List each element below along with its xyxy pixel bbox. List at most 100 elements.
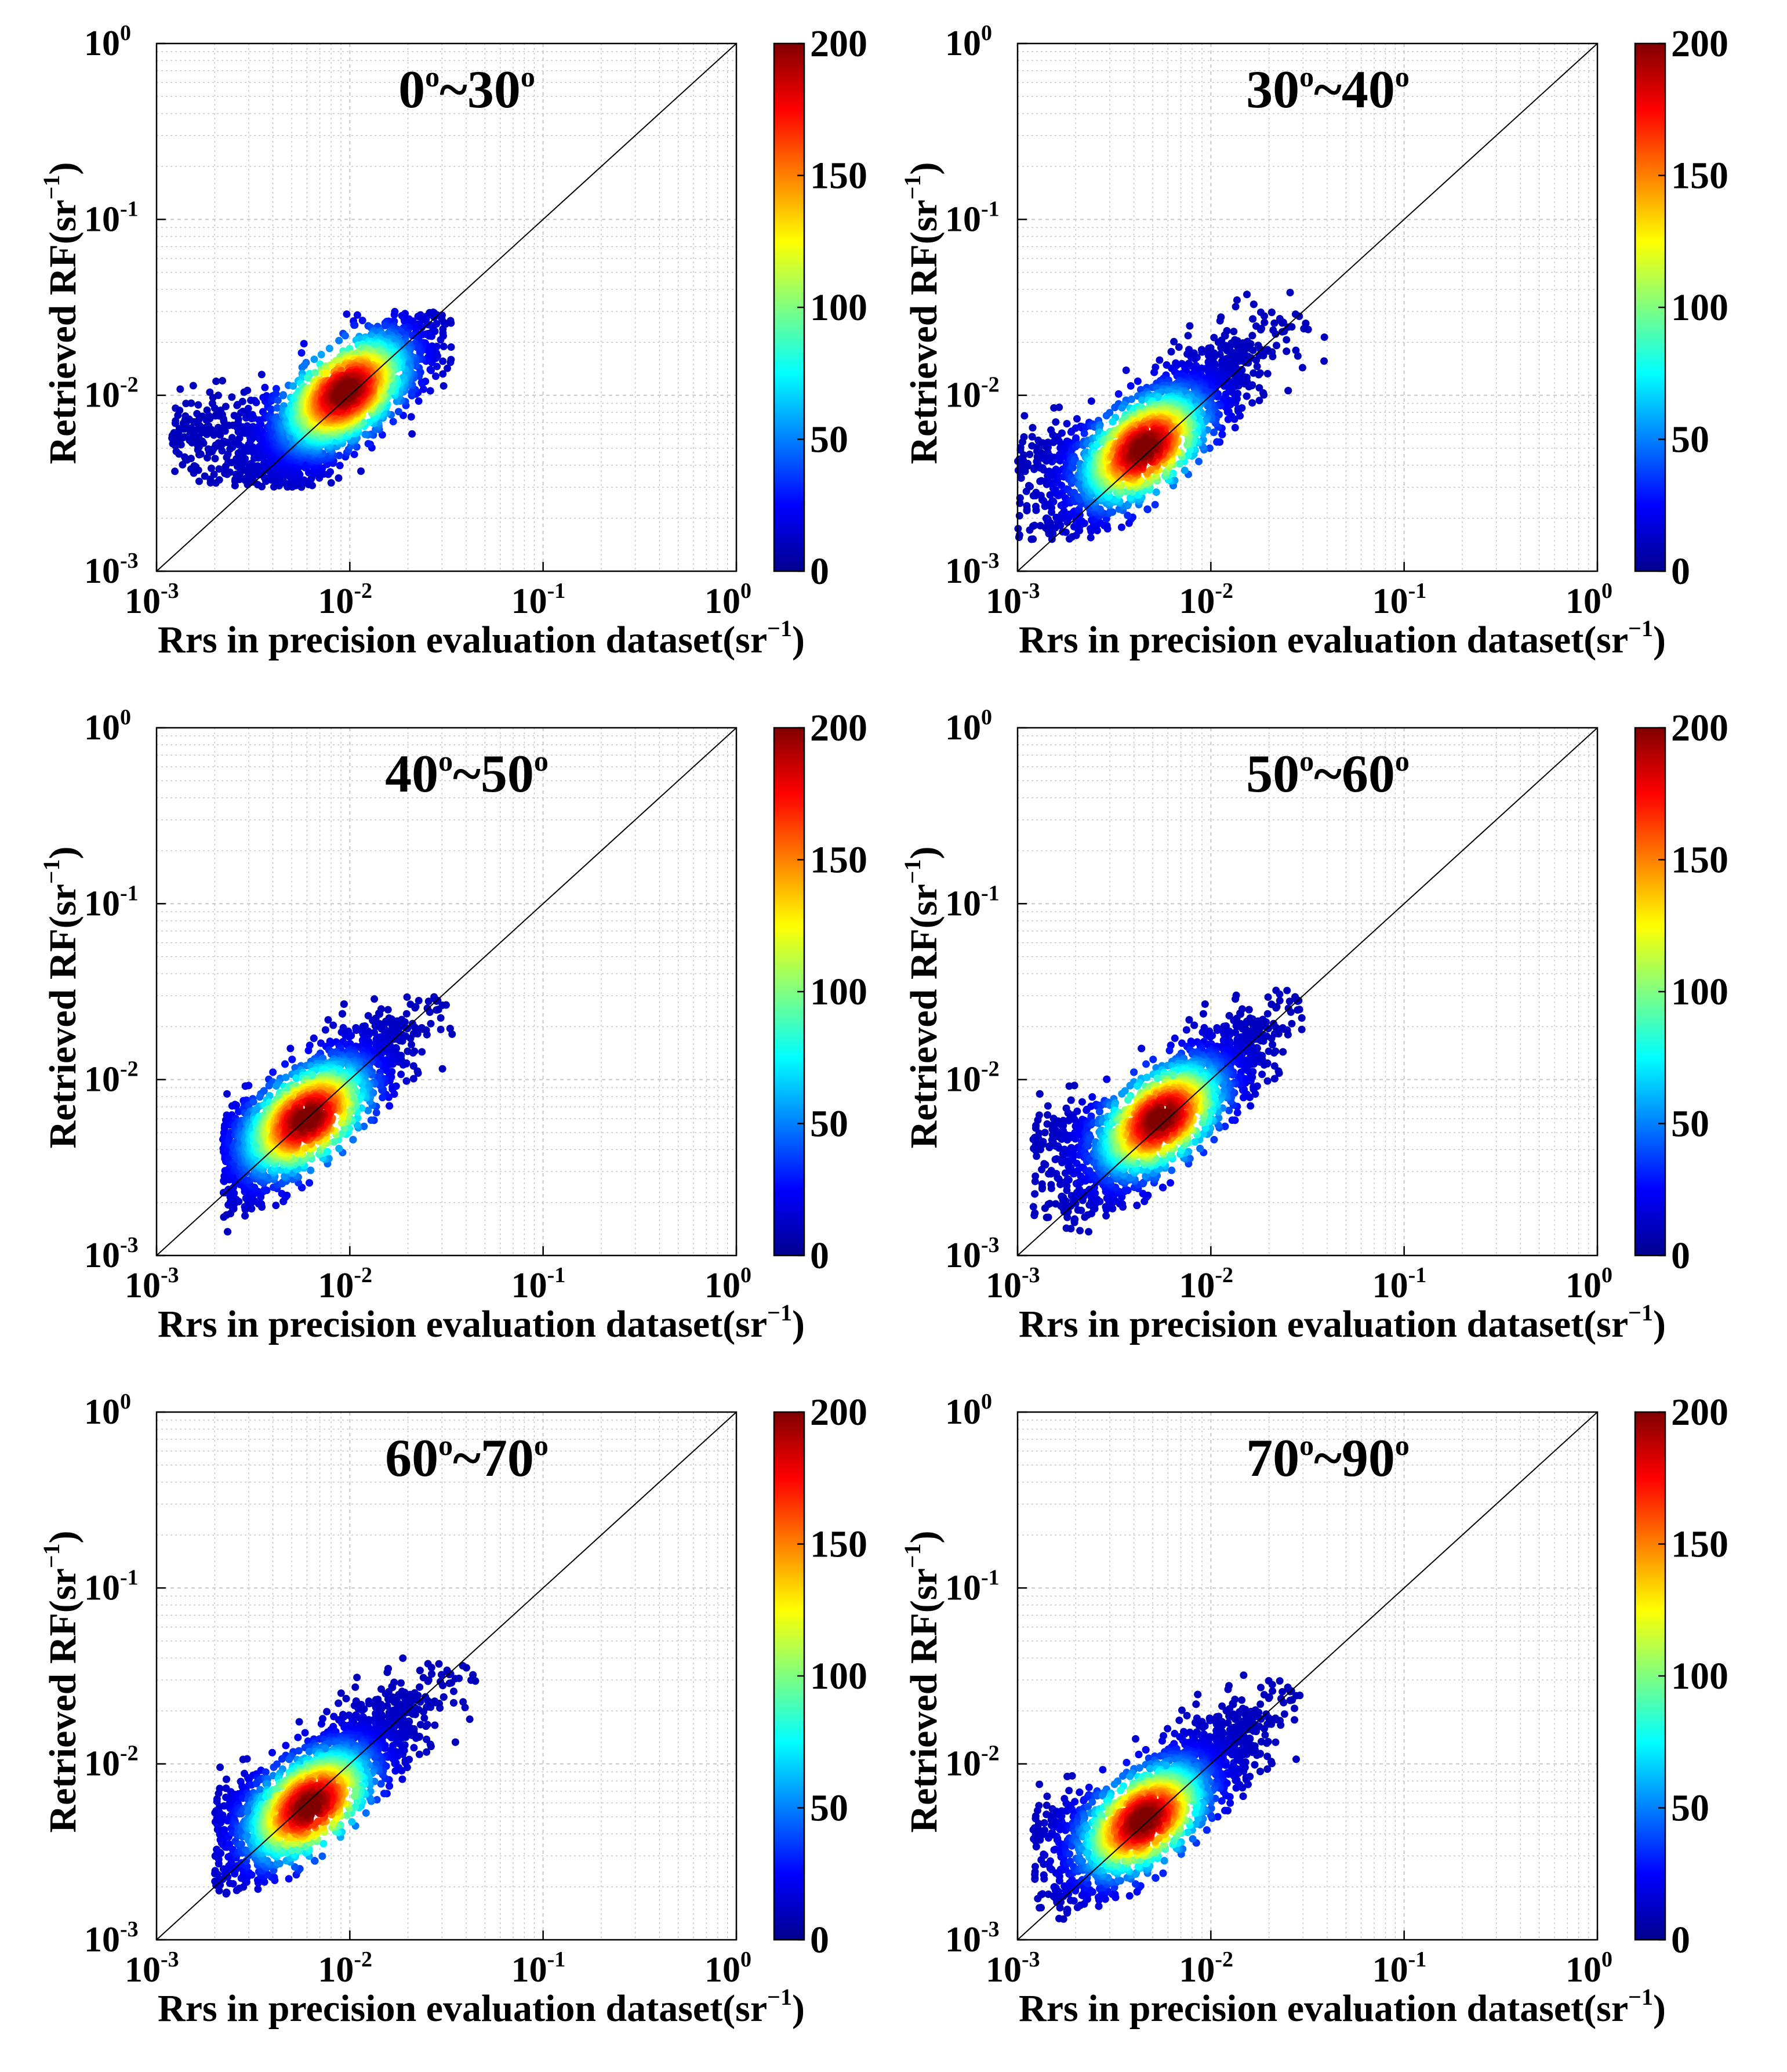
scatter-point — [1250, 369, 1258, 377]
scatter-point — [447, 343, 455, 351]
scatter-point — [1320, 357, 1328, 365]
scatter-point — [1224, 415, 1232, 423]
scatter-point — [1256, 326, 1265, 334]
scatter-point — [439, 370, 447, 378]
y-tick-label: 10-1 — [84, 197, 139, 239]
scatter-point — [439, 357, 447, 365]
scatter-point — [415, 397, 423, 405]
scatter-point — [440, 318, 448, 326]
scatter-point — [1151, 500, 1159, 509]
scatter-point — [1284, 387, 1292, 395]
tick-exponent: -2 — [120, 373, 139, 397]
scatter-point — [335, 336, 343, 344]
scatter-point — [1063, 420, 1071, 428]
x-axis-label-exponent: −1 — [767, 615, 792, 641]
scatter-point — [1029, 535, 1037, 543]
scatter-point — [446, 358, 455, 366]
scatter-point — [211, 455, 219, 463]
scatter-point — [194, 401, 202, 409]
tick-exponent: -1 — [547, 579, 566, 603]
scatter-point — [1267, 309, 1276, 317]
scatter-point — [1114, 390, 1123, 398]
y-axis-label-exponent: −1 — [38, 175, 64, 199]
scatter-point — [171, 419, 179, 427]
scatter-point — [1243, 392, 1251, 400]
scatter-point — [244, 386, 252, 394]
scatter-point — [1186, 322, 1194, 330]
scatter-point — [1102, 412, 1110, 420]
scatter-point — [257, 371, 266, 379]
scatter-point — [1233, 296, 1241, 304]
scatter-points — [168, 307, 455, 491]
scatter-point — [171, 467, 179, 476]
scatter-point — [357, 467, 365, 475]
scatter-point — [335, 474, 343, 482]
scatter-point — [1213, 438, 1221, 446]
scatter-point — [1138, 396, 1146, 404]
scatter-point — [440, 342, 448, 350]
tick-exponent: -3 — [120, 549, 139, 573]
tick-exponent: -1 — [120, 197, 139, 221]
scatter-point — [279, 391, 287, 400]
tick-exponent: 0 — [120, 21, 131, 45]
scatter-point — [1300, 325, 1308, 333]
scatter-point — [1020, 412, 1029, 420]
tick-base: 10 — [84, 24, 120, 63]
scatter-point — [176, 407, 184, 415]
scatter-point — [194, 466, 202, 474]
scatter-point — [341, 332, 349, 340]
scatter-point — [1031, 502, 1040, 510]
panel-2: 10-3 10-2 10-1 10010-310-210-110030o~40oRrs… — [899, 21, 1728, 661]
scatter-point — [1122, 366, 1130, 375]
scatter-point — [228, 393, 236, 401]
scatter-point — [1167, 348, 1175, 356]
colorbar-tick-label: 150 — [810, 155, 867, 197]
scatter-point — [1270, 319, 1278, 327]
scatter-point — [238, 397, 246, 405]
y-axis-label: Retrieved RF(sr−1) — [38, 162, 84, 464]
scatter-point — [189, 382, 197, 390]
scatter-point — [199, 439, 208, 447]
scatter-point — [336, 462, 344, 470]
scatter-point — [1248, 399, 1256, 407]
scatter-point — [219, 377, 227, 385]
scatter-point — [394, 408, 402, 416]
tick-base: 10 — [84, 199, 120, 239]
scatter-point — [358, 317, 366, 325]
scatter-point — [206, 415, 214, 423]
scatter-point — [258, 482, 266, 491]
scatter-point — [1152, 488, 1160, 496]
tick-base: 10 — [84, 551, 120, 591]
scatter-point — [1044, 515, 1052, 523]
x-tick-label: 10-2 — [318, 579, 372, 621]
colorbar-tick-label: 0 — [810, 550, 829, 593]
scatter-point — [440, 382, 448, 390]
scatter-point — [244, 405, 252, 413]
y-axis-label-close: ) — [42, 162, 84, 175]
tick-base: 10 — [125, 582, 161, 621]
title-end: 30 — [467, 60, 521, 119]
scatter-point — [257, 420, 265, 429]
scatter-point — [1250, 300, 1258, 309]
scatter-point — [212, 378, 220, 386]
scatter-point — [1191, 355, 1199, 363]
scatter-point — [426, 365, 434, 373]
scatter-point — [364, 440, 372, 448]
scatter-point — [187, 455, 195, 463]
scatter-point — [1181, 466, 1189, 474]
scatter-point — [408, 430, 416, 438]
scatter-point — [1232, 303, 1240, 311]
scatter-point — [197, 450, 205, 458]
scatter-point — [187, 399, 195, 407]
tick-exponent: -2 — [354, 579, 372, 603]
scatter-point — [389, 418, 397, 426]
scatter-point — [210, 470, 218, 478]
scatter-point — [1127, 382, 1135, 390]
scatter-point — [407, 413, 415, 421]
title-degree: o — [521, 60, 535, 93]
scatter-point — [1210, 429, 1218, 437]
scatter-point — [1320, 333, 1328, 341]
colorbar-tick-label: 50 — [810, 419, 848, 461]
scatter-point — [1294, 352, 1302, 360]
